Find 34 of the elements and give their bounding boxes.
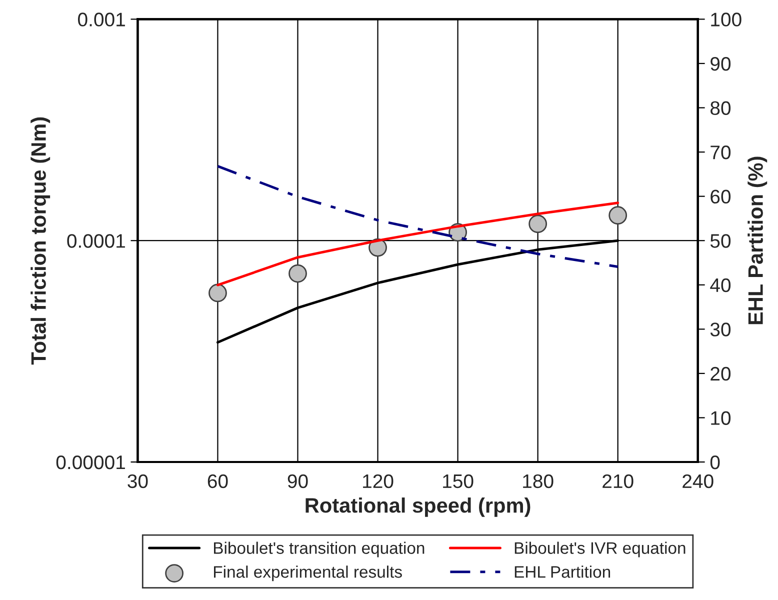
legend-label: Biboulet's transition equation — [214, 542, 424, 558]
x-tick-label: 240 — [682, 474, 714, 488]
legend-label: Final experimental results — [214, 566, 402, 582]
point — [528, 214, 548, 234]
legend-label: Biboulet's IVR equation — [514, 542, 686, 558]
y2-tick-label: 100 — [711, 12, 742, 26]
point — [288, 264, 307, 283]
y2-tick-label: 50 — [710, 234, 731, 248]
y-tick-label: 0.0001 — [67, 234, 125, 248]
x-tick-label: 180 — [523, 474, 554, 488]
x-tick-label: 60 — [208, 474, 228, 488]
x-tick-label: 30 — [128, 474, 148, 488]
y2-tick-label: 10 — [711, 411, 731, 425]
point — [208, 284, 227, 302]
y2-tick-label: 70 — [710, 146, 731, 160]
y-tick-label: 0.001 — [78, 12, 125, 26]
x-axis-title: Rotational speed (rpm) — [306, 497, 530, 517]
y2-tick-label: 0 — [710, 455, 720, 470]
line-series — [216, 164, 620, 268]
legend-label: EHL Partition — [514, 566, 610, 578]
y2-tick-label: 20 — [710, 366, 731, 381]
x-tick-label: 120 — [363, 474, 394, 488]
x-tick-label: 210 — [602, 474, 634, 488]
y2-axis-title: EHL Partition (%) — [748, 156, 768, 324]
y2-tick-label: 80 — [710, 101, 731, 115]
x-tick-label: 90 — [288, 474, 308, 488]
y2-tick-label: 30 — [710, 322, 731, 336]
y2-tick-label: 40 — [710, 278, 731, 292]
x-tick-label: 150 — [443, 474, 474, 488]
y-tick-label: 0.00001 — [56, 455, 125, 470]
y2-tick-label: 90 — [710, 56, 731, 71]
point — [608, 206, 628, 225]
y-axis-title: Total friction torque (Nm) — [30, 117, 50, 365]
y2-tick-label: 60 — [710, 190, 731, 204]
